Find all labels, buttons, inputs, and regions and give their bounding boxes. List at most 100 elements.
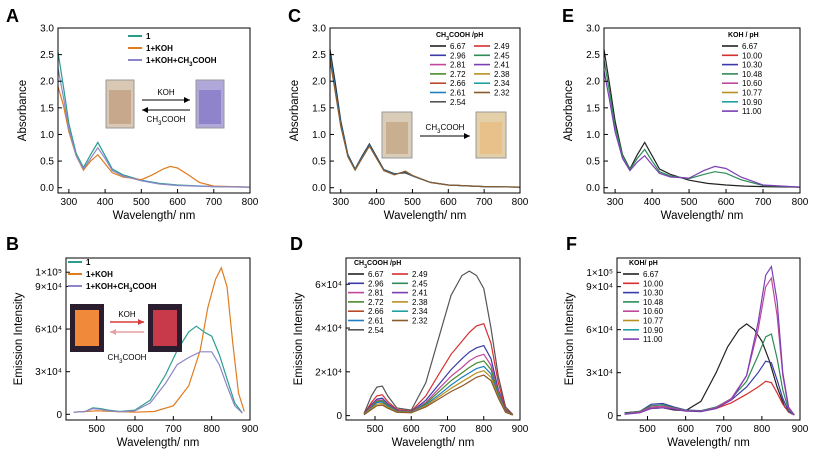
x-tick-label: 600 bbox=[169, 197, 186, 208]
legend-label: 2.45 bbox=[412, 279, 428, 288]
panel-letter: B bbox=[6, 234, 19, 254]
y-tick-label: 6×10⁴ bbox=[315, 280, 342, 291]
vial-liquid bbox=[109, 90, 131, 124]
legend-label: 10.48 bbox=[643, 298, 664, 307]
vial-liquid bbox=[480, 122, 502, 154]
y-tick-label: 3.0 bbox=[312, 24, 326, 35]
plot-frame bbox=[603, 27, 801, 194]
inset-photo: KOH CH3COOH bbox=[70, 304, 182, 365]
legend-label: 10.00 bbox=[742, 51, 763, 60]
legend-label: 2.61 bbox=[450, 89, 466, 98]
legend-label: 2.96 bbox=[450, 51, 466, 60]
legend-label: 6.67 bbox=[450, 42, 466, 51]
legend: 1 1+KOH 1+KOH+CH3COOH bbox=[128, 32, 217, 68]
legend-label: 10.60 bbox=[643, 307, 664, 316]
x-axis-label: Wavelength/ nm bbox=[667, 437, 750, 449]
y-tick-label: 6×10⁴ bbox=[35, 325, 62, 336]
x-tick-label: 500 bbox=[639, 424, 656, 435]
x-tick-label: 600 bbox=[677, 424, 694, 435]
arrow-label-forward: KOH bbox=[118, 310, 136, 319]
legend-title: CH3COOH /pH bbox=[354, 260, 401, 270]
legend-label: 2.81 bbox=[368, 289, 384, 298]
y-tick-label: 1.0 bbox=[40, 130, 54, 141]
legend-title: CH3COOH /pH bbox=[436, 32, 483, 42]
legend: 1 1+KOH 1+KOH+CH3COOH bbox=[68, 258, 157, 294]
x-tick-label: 500 bbox=[133, 197, 150, 208]
series-line-10.48 bbox=[603, 59, 801, 188]
legend-label: 2.81 bbox=[450, 61, 466, 70]
legend-label: 2.45 bbox=[494, 51, 510, 60]
legend-label: 1+KOH+CH3COOH bbox=[146, 56, 217, 68]
series-line-6.67 bbox=[603, 49, 801, 188]
x-tick-label: 300 bbox=[332, 197, 349, 208]
x-tick-label: 900 bbox=[242, 424, 259, 435]
y-tick-label: 3×10⁴ bbox=[35, 367, 62, 378]
legend-label: 11.00 bbox=[742, 107, 762, 116]
legend-label: 10.60 bbox=[742, 79, 763, 88]
legend-label: 2.96 bbox=[368, 279, 384, 288]
legend-label: 1+KOH+CH3COOH bbox=[86, 282, 157, 294]
y-axis-label: Absorbance bbox=[563, 80, 575, 141]
y-axis-label: Emission Intensity bbox=[13, 292, 25, 385]
x-tick-label: 400 bbox=[368, 197, 385, 208]
y-tick-label: 6×10⁴ bbox=[586, 325, 613, 336]
series-line-2.32 bbox=[329, 59, 521, 188]
legend: KOH / pH 6.6710.0010.3010.4810.6010.7710.… bbox=[722, 32, 763, 116]
legend-label: 2.38 bbox=[412, 298, 428, 307]
legend-label: 10.30 bbox=[742, 61, 763, 70]
x-tick-label: 400 bbox=[644, 197, 661, 208]
panel-letter: A bbox=[6, 6, 19, 26]
legend-label: 2.72 bbox=[368, 298, 384, 307]
panel-c: C 300 400 500 600 700 800 0.0 0.5 1.0 1.5 2.0 2.5 3.0… bbox=[288, 6, 529, 222]
vial-liquid bbox=[199, 90, 221, 124]
series-line-11.00 bbox=[624, 264, 795, 416]
y-axis-label: Emission Intensity bbox=[293, 292, 305, 385]
vial-liquid bbox=[386, 122, 408, 154]
panel-letter: D bbox=[290, 234, 303, 254]
y-tick-label: 1.5 bbox=[40, 103, 54, 114]
x-tick-label: 600 bbox=[127, 424, 144, 435]
x-tick-label: 900 bbox=[512, 424, 529, 435]
x-tick-label: 600 bbox=[440, 197, 457, 208]
y-tick-label: 3.0 bbox=[586, 24, 600, 35]
x-tick-label: 500 bbox=[681, 197, 698, 208]
legend-label: 2.32 bbox=[494, 89, 510, 98]
y-tick-label: 0.5 bbox=[40, 157, 54, 168]
legend-label: 6.67 bbox=[368, 270, 384, 279]
legend-label: 10.30 bbox=[643, 289, 664, 298]
x-tick-label: 800 bbox=[512, 197, 529, 208]
x-tick-label: 800 bbox=[475, 424, 492, 435]
y-tick-label: 0 bbox=[56, 410, 62, 421]
panel-letter: C bbox=[288, 6, 301, 26]
series-line-2.96 bbox=[363, 344, 514, 416]
x-axis-label: Wavelength/ nm bbox=[392, 437, 475, 449]
arrowhead bbox=[110, 329, 116, 335]
series-line-1+KOH bbox=[73, 266, 245, 413]
y-tick-label: 2.0 bbox=[312, 77, 326, 88]
legend: KOH/ pH 6.6710.0010.3010.4810.6010.7710.9… bbox=[623, 260, 664, 344]
legend-label: 2.66 bbox=[450, 79, 466, 88]
y-tick-label: 0.0 bbox=[586, 183, 600, 194]
x-tick-label: 700 bbox=[476, 197, 493, 208]
y-tick-label: 0.0 bbox=[40, 183, 54, 194]
y-tick-label: 1×10⁵ bbox=[35, 268, 62, 279]
arrow-label-forward: KOH bbox=[157, 88, 175, 97]
x-tick-label: 700 bbox=[439, 424, 456, 435]
y-tick-label: 2.5 bbox=[40, 50, 54, 61]
y-tick-label: 9×10⁴ bbox=[586, 282, 613, 293]
y-tick-label: 0.5 bbox=[586, 157, 600, 168]
x-tick-label: 800 bbox=[792, 197, 809, 208]
legend: CH3COOH /pH6.672.962.812.722.662.612.54 2… bbox=[348, 260, 428, 335]
arrowhead bbox=[138, 319, 144, 325]
legend-label: 11.00 bbox=[643, 335, 663, 344]
y-tick-label: 9×10⁴ bbox=[35, 282, 62, 293]
x-tick-label: 600 bbox=[403, 424, 420, 435]
y-tick-label: 0 bbox=[607, 411, 613, 422]
series-line-11.00 bbox=[603, 70, 801, 188]
vial-glow-red bbox=[153, 310, 177, 346]
y-tick-label: 1×10⁵ bbox=[586, 268, 613, 279]
legend-label: 10.90 bbox=[643, 326, 664, 335]
series-line-1 bbox=[73, 325, 243, 414]
x-tick-label: 500 bbox=[404, 197, 421, 208]
panel-e: E 300 400 500 600 700 800 0.0 0.5 1.0 1.5 2.0 2.5 3.0… bbox=[562, 6, 809, 222]
